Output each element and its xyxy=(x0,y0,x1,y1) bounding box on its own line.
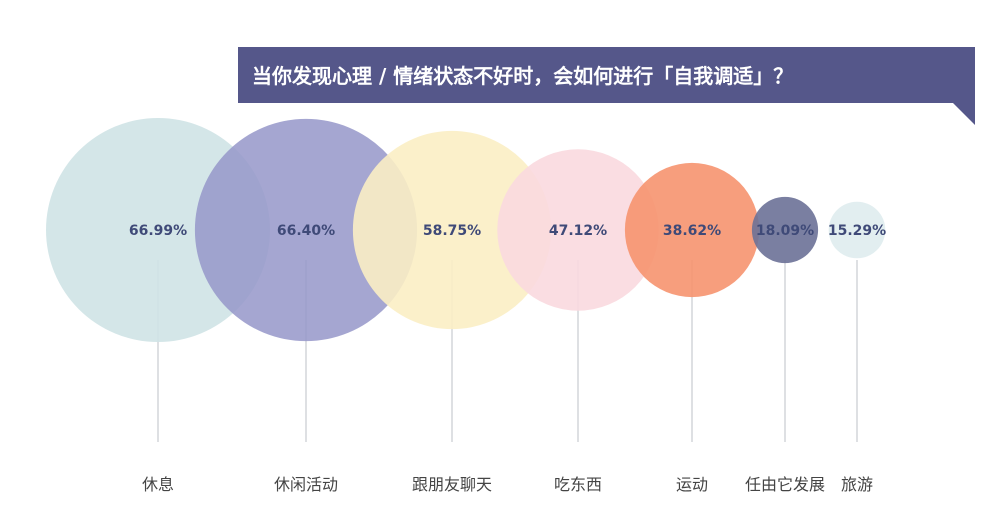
category-label-2: 休闲活动 xyxy=(274,475,338,494)
bubble-3 xyxy=(352,130,552,330)
category-label-5: 运动 xyxy=(676,475,708,494)
bubbles xyxy=(46,118,886,342)
category-label-1: 休息 xyxy=(142,475,174,494)
category-labels: 休息 休闲活动 跟朋友聊天 吃东西 运动 任由它发展 旅游 xyxy=(142,475,873,494)
value-label-5: 38.62% xyxy=(663,223,721,239)
value-label-1: 66.99% xyxy=(129,223,187,239)
title-bar xyxy=(238,47,975,125)
bubble-2 xyxy=(194,118,418,342)
chart-title: 当你发现心理 / 情绪状态不好时，会如何进行「自我调适」？ xyxy=(252,64,793,88)
value-label-3: 58.75% xyxy=(423,223,481,239)
category-label-4: 吃东西 xyxy=(554,475,602,494)
bubble-4 xyxy=(497,149,659,311)
bubble-5 xyxy=(624,162,760,298)
value-label-6: 18.09% xyxy=(756,223,814,239)
bubble-6 xyxy=(751,196,819,264)
category-label-3: 跟朋友聊天 xyxy=(412,475,492,494)
bubble-7 xyxy=(828,201,886,259)
value-labels: 66.99% 66.40% 58.75% 47.12% 38.62% 18.09% 15.2… xyxy=(129,223,886,239)
value-label-7: 15.29% xyxy=(828,223,886,239)
value-label-4: 47.12% xyxy=(549,223,607,239)
category-label-6: 任由它发展 xyxy=(745,475,825,494)
value-label-2: 66.40% xyxy=(277,223,335,239)
chart-title-banner: 当你发现心理 / 情绪状态不好时，会如何进行「自我调适」？ xyxy=(238,47,975,125)
category-label-7: 旅游 xyxy=(841,475,873,494)
